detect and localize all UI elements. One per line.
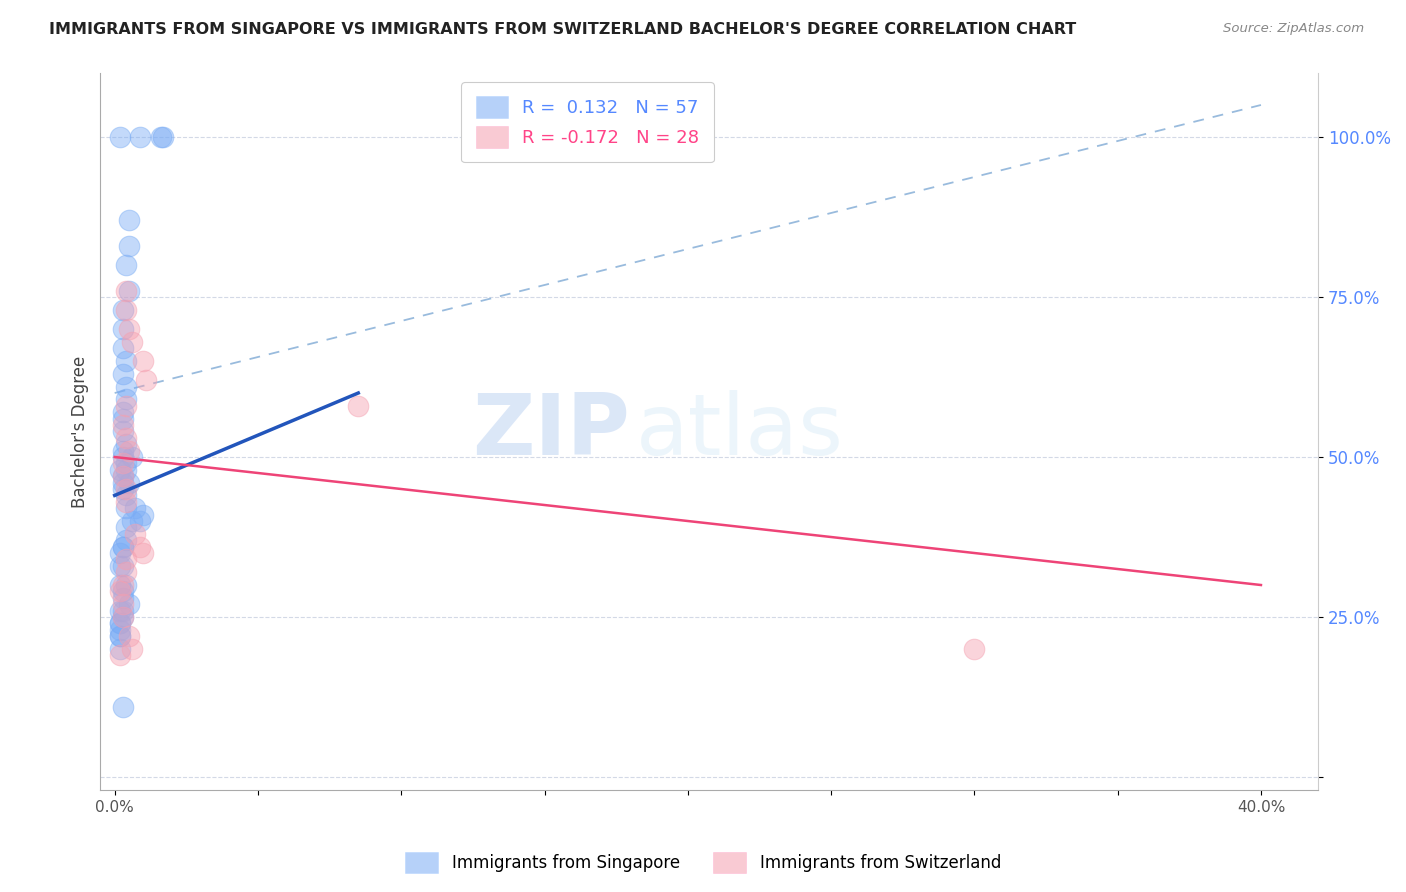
Point (112, 604, 135, 618)
Point (112, 417, 135, 432)
Point (110, 623, 132, 637)
Point (121, 334, 143, 349)
Point (112, 457, 135, 471)
Point (115, 520, 138, 534)
Point (124, 526, 146, 541)
Point (112, 469, 135, 483)
Point (115, 501, 138, 516)
Point (110, 578, 132, 592)
Point (110, 629, 132, 643)
Point (121, 514, 143, 528)
Point (115, 258, 138, 272)
Text: Source: ZipAtlas.com: Source: ZipAtlas.com (1223, 22, 1364, 36)
Point (118, 475, 141, 490)
Point (115, 302, 138, 317)
Point (132, 546, 155, 560)
Legend: Immigrants from Singapore, Immigrants from Switzerland: Immigrants from Singapore, Immigrants fr… (398, 846, 1008, 880)
Point (132, 354, 155, 368)
Point (110, 604, 132, 618)
Point (115, 578, 138, 592)
Point (112, 475, 135, 490)
Point (115, 463, 138, 477)
Point (115, 354, 138, 368)
Point (115, 482, 138, 496)
Point (112, 578, 135, 592)
Point (112, 469, 135, 483)
Point (135, 373, 157, 387)
Point (129, 540, 152, 554)
Point (112, 411, 135, 425)
Point (112, 482, 135, 496)
Point (112, 540, 135, 554)
Point (112, 699, 135, 714)
Point (132, 508, 155, 522)
Point (112, 341, 135, 355)
Point (110, 629, 132, 643)
Point (110, 584, 132, 599)
Point (110, 616, 132, 631)
Point (115, 437, 138, 451)
Point (118, 597, 141, 611)
Point (112, 425, 135, 439)
Point (152, 130, 174, 145)
Point (115, 284, 138, 298)
Point (347, 399, 370, 413)
Point (118, 213, 141, 227)
Point (112, 610, 135, 624)
Point (112, 450, 135, 464)
Point (129, 130, 152, 145)
Point (112, 540, 135, 554)
Point (115, 488, 138, 502)
Point (118, 284, 141, 298)
Text: ZIP: ZIP (472, 390, 630, 473)
Text: IMMIGRANTS FROM SINGAPORE VS IMMIGRANTS FROM SWITZERLAND BACHELOR'S DEGREE CORRE: IMMIGRANTS FROM SINGAPORE VS IMMIGRANTS … (49, 22, 1077, 37)
Point (112, 367, 135, 381)
Point (112, 597, 135, 611)
Point (112, 405, 135, 419)
Point (115, 379, 138, 393)
Point (118, 239, 141, 253)
Point (115, 495, 138, 509)
Point (112, 591, 135, 605)
Point (112, 610, 135, 624)
Point (121, 642, 143, 657)
Point (118, 629, 141, 643)
Point (115, 457, 138, 471)
Point (124, 501, 146, 516)
Point (149, 130, 172, 145)
Point (112, 558, 135, 573)
Point (110, 642, 132, 657)
Point (110, 546, 132, 560)
Point (112, 322, 135, 336)
Point (115, 566, 138, 580)
Text: atlas: atlas (637, 390, 844, 473)
Point (115, 533, 138, 548)
Point (115, 392, 138, 407)
Point (110, 463, 132, 477)
Point (115, 399, 138, 413)
Point (110, 648, 132, 663)
Point (121, 450, 143, 464)
Point (110, 616, 132, 631)
Point (115, 431, 138, 445)
Point (129, 514, 152, 528)
Point (112, 584, 135, 599)
Point (112, 443, 135, 458)
Point (112, 302, 135, 317)
Point (118, 322, 141, 336)
Point (115, 552, 138, 566)
Y-axis label: Bachelor's Degree: Bachelor's Degree (72, 355, 89, 508)
Point (110, 130, 132, 145)
Point (963, 642, 986, 657)
Point (110, 558, 132, 573)
Legend: R =  0.132   N = 57, R = -0.172   N = 28: R = 0.132 N = 57, R = -0.172 N = 28 (461, 82, 714, 162)
Point (118, 443, 141, 458)
